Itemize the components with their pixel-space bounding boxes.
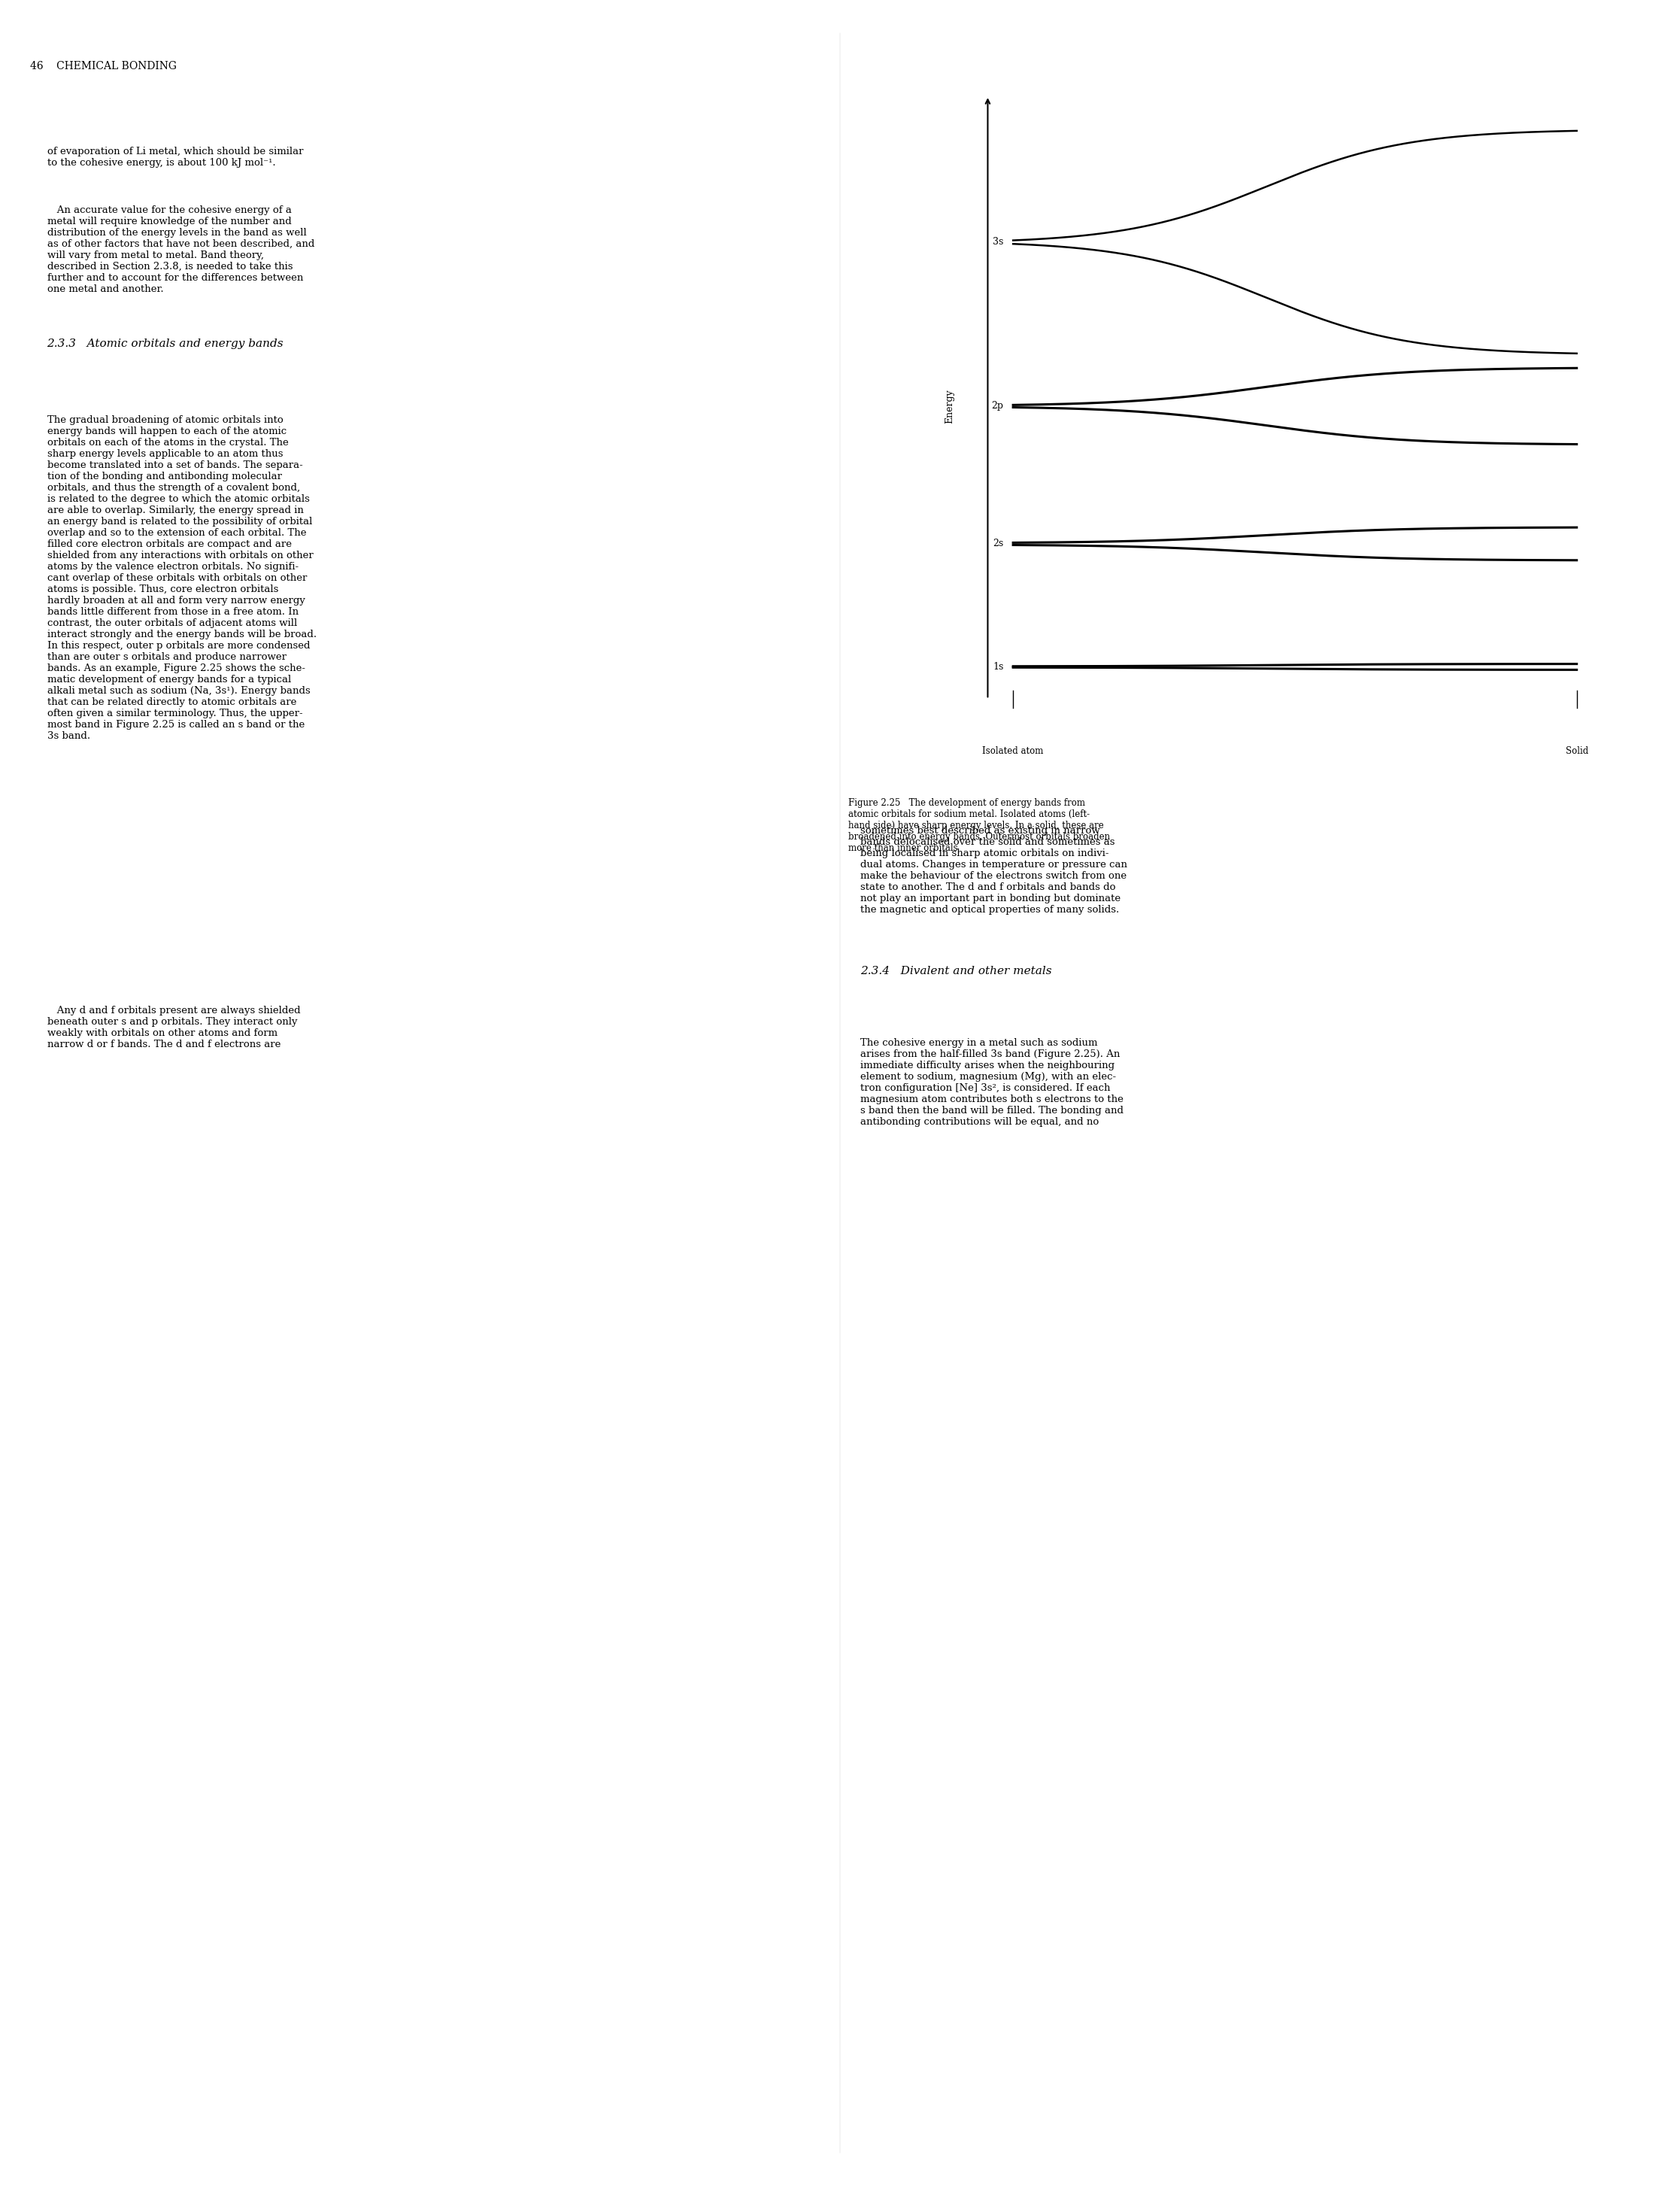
Text: Solid: Solid <box>1566 745 1588 756</box>
Text: 2s: 2s <box>993 540 1003 549</box>
Text: Isolated atom: Isolated atom <box>983 745 1043 756</box>
Text: Energy: Energy <box>944 389 954 424</box>
Text: 2.3.4   Divalent and other metals: 2.3.4 Divalent and other metals <box>860 966 1052 977</box>
Text: 2p: 2p <box>991 402 1003 411</box>
Text: Any d and f orbitals present are always shielded
beneath outer s and p orbitals.: Any d and f orbitals present are always … <box>47 1006 301 1049</box>
Text: 1s: 1s <box>993 662 1003 671</box>
Text: An accurate value for the cohesive energy of a
metal will require knowledge of t: An accurate value for the cohesive energ… <box>47 205 314 295</box>
Text: 46    CHEMICAL BONDING: 46 CHEMICAL BONDING <box>30 61 176 72</box>
Text: sometimes best described as existing in narrow
bands delocalised over the solid : sometimes best described as existing in … <box>860 826 1127 916</box>
Text: Figure 2.25   The development of energy bands from
atomic orbitals for sodium me: Figure 2.25 The development of energy ba… <box>848 798 1110 853</box>
Text: of evaporation of Li metal, which should be similar
to the cohesive energy, is a: of evaporation of Li metal, which should… <box>47 146 302 168</box>
Text: 3s: 3s <box>993 238 1003 247</box>
Text: 2.3.3   Atomic orbitals and energy bands: 2.3.3 Atomic orbitals and energy bands <box>47 339 284 350</box>
Text: The gradual broadening of atomic orbitals into
energy bands will happen to each : The gradual broadening of atomic orbital… <box>47 415 316 741</box>
Text: The cohesive energy in a metal such as sodium
arises from the half-filled 3s ban: The cohesive energy in a metal such as s… <box>860 1038 1124 1128</box>
